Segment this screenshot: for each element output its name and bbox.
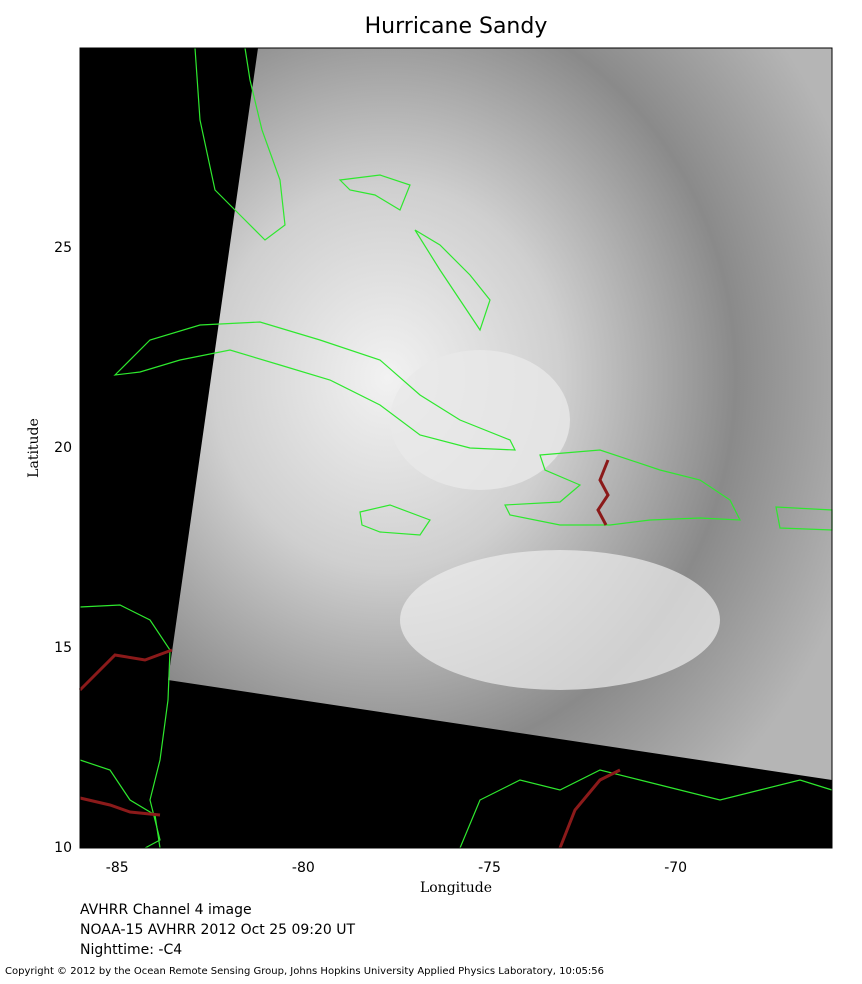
- x-tick-label: -80: [292, 860, 315, 876]
- cloud-band: [400, 550, 720, 690]
- x-tick-label: -75: [478, 860, 501, 876]
- x-tick-label: -85: [106, 860, 129, 876]
- axes: -85 -80 -75 -70 10 15 20 25: [54, 240, 687, 876]
- y-tick-label: 10: [54, 840, 72, 856]
- y-tick-label: 20: [54, 440, 72, 456]
- note: Nighttime: -C4: [80, 942, 182, 958]
- x-tick-label: -70: [664, 860, 687, 876]
- border-line: [596, 459, 610, 526]
- border-line: [78, 648, 173, 692]
- note: AVHRR Channel 4 image: [80, 902, 252, 918]
- note: NOAA-15 AVHRR 2012 Oct 25 09:20 UT: [80, 922, 356, 938]
- y-tick-label: 15: [54, 640, 72, 656]
- y-axis-label: Latitude: [26, 418, 42, 478]
- title: Hurricane Sandy: [365, 14, 548, 39]
- y-tick-label: 25: [54, 240, 72, 256]
- x-axis-label: Longitude: [420, 880, 492, 896]
- border-line: [79, 796, 161, 817]
- coastlines: [79, 47, 833, 849]
- copyright: Copyright © 2012 by the Ocean Remote Sen…: [5, 966, 604, 977]
- border-line: [558, 768, 621, 849]
- storm-core: [390, 350, 570, 490]
